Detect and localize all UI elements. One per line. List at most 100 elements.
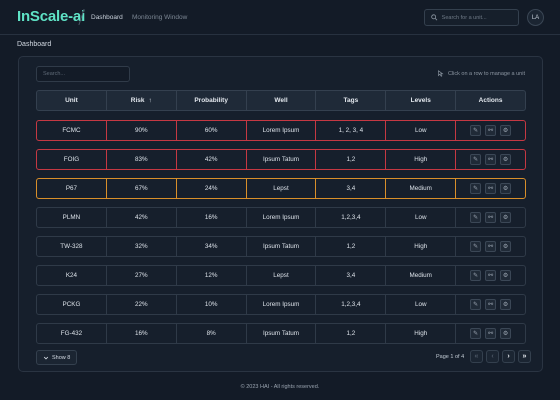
edit-icon: ✎ — [473, 185, 479, 192]
cell-unit: P67 — [37, 179, 107, 198]
cell-level: Low — [386, 121, 457, 140]
table-row[interactable]: FOIG 83% 42% Ipsum Tatum 1,2 High ✎ ⚯ ⚙ — [36, 149, 526, 170]
unit-search[interactable] — [424, 9, 519, 26]
edit-button[interactable]: ✎ — [470, 212, 482, 223]
link-button[interactable]: ⚯ — [485, 328, 497, 339]
first-page-button[interactable]: « — [470, 350, 483, 363]
cell-tags: 1,2 — [316, 237, 387, 256]
breadcrumb-monitoring-window[interactable]: Monitoring Window — [132, 14, 188, 21]
edit-button[interactable]: ✎ — [470, 125, 482, 136]
edit-button[interactable]: ✎ — [470, 299, 482, 310]
link-button[interactable]: ⚯ — [485, 125, 497, 136]
edit-button[interactable]: ✎ — [470, 183, 482, 194]
cell-unit: PLMN — [37, 208, 107, 227]
cell-level: Medium — [386, 266, 457, 285]
cell-actions: ✎ ⚯ ⚙ — [456, 237, 525, 256]
link-button[interactable]: ⚯ — [485, 212, 497, 223]
settings-icon: ⚙ — [502, 272, 509, 279]
cell-tags: 1,2 — [316, 324, 387, 343]
last-page-button[interactable]: » — [518, 350, 531, 363]
column-levels[interactable]: Levels — [386, 91, 457, 110]
sort-asc-icon: ↑ — [148, 97, 152, 104]
cell-probability: 60% — [177, 121, 247, 140]
cell-unit: FOIG — [37, 150, 107, 169]
column-probability[interactable]: Probability — [177, 91, 247, 110]
cell-tags: 1,2,3,4 — [316, 295, 387, 314]
table-row[interactable]: K24 27% 12% Lepst 3,4 Medium ✎ ⚯ ⚙ — [36, 265, 526, 286]
chevron-down-icon — [43, 356, 49, 359]
link-icon: ⚯ — [488, 301, 494, 308]
cell-unit: TW-328 — [37, 237, 107, 256]
link-button[interactable]: ⚯ — [485, 154, 497, 165]
cell-well: Ipsum Tatum — [247, 324, 317, 343]
manage-hint-text: Click on a row to manage a unit — [447, 70, 525, 77]
cell-probability: 42% — [177, 150, 247, 169]
edit-icon: ✎ — [473, 214, 479, 221]
edit-button[interactable]: ✎ — [470, 270, 482, 281]
edit-button[interactable]: ✎ — [470, 241, 482, 252]
cell-risk: 32% — [107, 237, 177, 256]
cell-well: Ipsum Tatum — [247, 150, 317, 169]
settings-button[interactable]: ⚙ — [500, 154, 512, 165]
column-risk[interactable]: Risk ↑ — [107, 91, 177, 110]
table-search-input[interactable] — [43, 71, 123, 77]
table-row[interactable]: FCMC 90% 60% Lorem Ipsum 1, 2, 3, 4 Low ✎ ⚯ ⚙ — [36, 120, 526, 141]
next-page-button[interactable]: › — [502, 350, 515, 363]
link-button[interactable]: ⚯ — [485, 270, 497, 281]
pointer-icon — [438, 70, 444, 77]
breadcrumb-dashboard[interactable]: Dashboard — [91, 14, 123, 21]
cell-risk: 42% — [107, 208, 177, 227]
cell-probability: 10% — [177, 295, 247, 314]
link-button[interactable]: ⚯ — [485, 299, 497, 310]
cell-actions: ✎ ⚯ ⚙ — [456, 121, 525, 140]
column-unit[interactable]: Unit — [37, 91, 107, 110]
table-row[interactable]: FG-432 16% 8% Ipsum Tatum 1,2 High ✎ ⚯ ⚙ — [36, 323, 526, 344]
settings-icon: ⚙ — [502, 156, 509, 163]
settings-button[interactable]: ⚙ — [500, 270, 512, 281]
cell-risk: 67% — [107, 179, 177, 198]
unit-search-input[interactable] — [441, 14, 518, 21]
prev-page-button[interactable]: ‹ — [486, 350, 499, 363]
cell-well: Lepst — [247, 179, 317, 198]
column-tags[interactable]: Tags — [316, 91, 387, 110]
edit-button[interactable]: ✎ — [470, 328, 482, 339]
table-row[interactable]: PCKG 22% 10% Lorem Ipsum 1,2,3,4 Low ✎ ⚯ ⚙ — [36, 294, 526, 315]
edit-button[interactable]: ✎ — [470, 154, 482, 165]
settings-button[interactable]: ⚙ — [500, 212, 512, 223]
link-icon: ⚯ — [488, 214, 494, 221]
brand-logo[interactable]: InScale-ai — [17, 8, 86, 25]
settings-button[interactable]: ⚙ — [500, 241, 512, 252]
settings-icon: ⚙ — [502, 214, 509, 221]
settings-icon: ⚙ — [502, 301, 509, 308]
cell-actions: ✎ ⚯ ⚙ — [456, 295, 525, 314]
link-icon: ⚯ — [488, 243, 494, 250]
footer: © 2023 HAI - All rights reserved. — [240, 384, 320, 390]
table-row[interactable]: PLMN 42% 16% Lorem Ipsum 1,2,3,4 Low ✎ ⚯ ⚙ — [36, 207, 526, 228]
cell-well: Lorem Ipsum — [247, 121, 317, 140]
page-title: Dashboard — [17, 41, 52, 48]
table-header: Unit Risk ↑ Probability Well Tags Levels… — [36, 90, 526, 111]
settings-button[interactable]: ⚙ — [500, 125, 512, 136]
units-panel: Click on a row to manage a unit Unit Ris… — [18, 56, 543, 372]
table-row[interactable]: TW-328 32% 34% Ipsum Tatum 1,2 High ✎ ⚯ ⚙ — [36, 236, 526, 257]
avatar[interactable]: LA — [527, 9, 544, 26]
rows-per-page-label: Show 8 — [52, 354, 71, 361]
column-actions: Actions — [478, 97, 503, 104]
table-row[interactable]: P67 67% 24% Lepst 3,4 Medium ✎ ⚯ ⚙ — [36, 178, 526, 199]
cell-probability: 34% — [177, 237, 247, 256]
manage-hint: Click on a row to manage a unit — [437, 70, 525, 77]
settings-button[interactable]: ⚙ — [500, 299, 512, 310]
cell-well: Lepst — [247, 266, 317, 285]
cell-risk: 83% — [107, 150, 177, 169]
settings-button[interactable]: ⚙ — [500, 328, 512, 339]
settings-button[interactable]: ⚙ — [500, 183, 512, 194]
cell-well: Lorem Ipsum — [247, 208, 317, 227]
link-icon: ⚯ — [488, 156, 494, 163]
link-button[interactable]: ⚯ — [485, 241, 497, 252]
link-button[interactable]: ⚯ — [485, 183, 497, 194]
rows-per-page-select[interactable]: Show 8 — [36, 350, 78, 365]
cell-unit: K24 — [37, 266, 107, 285]
cell-actions: ✎ ⚯ ⚙ — [456, 208, 525, 227]
column-well[interactable]: Well — [247, 91, 317, 110]
table-search[interactable] — [36, 66, 130, 82]
